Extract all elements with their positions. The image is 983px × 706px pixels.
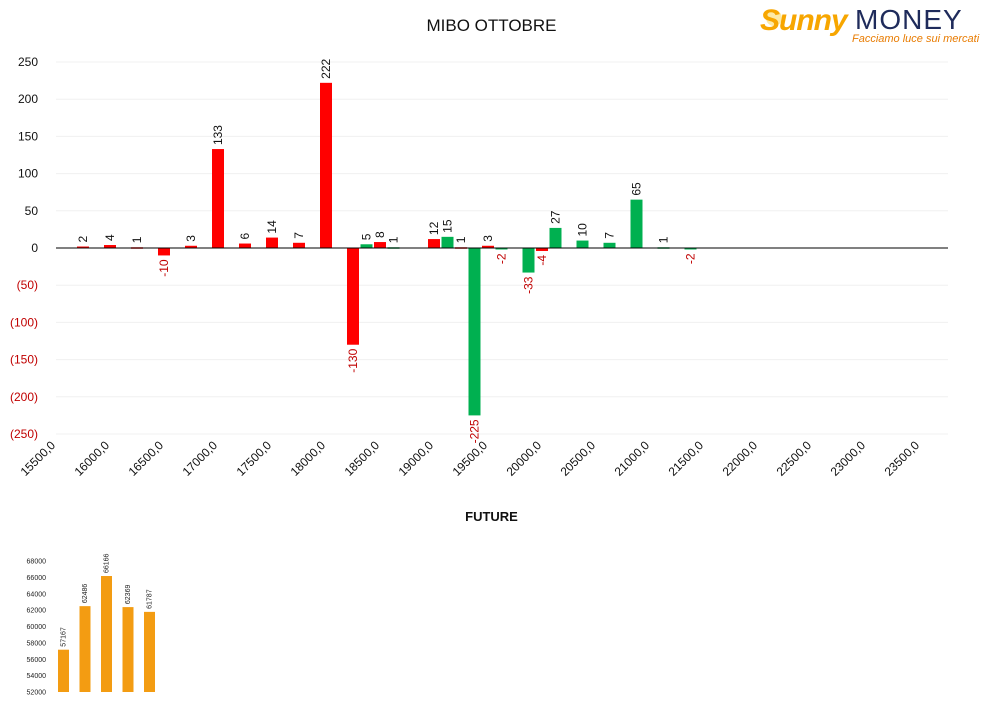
data-label: 1 [454,236,468,243]
data-label: -2 [684,253,698,264]
bar-red [185,245,197,248]
logo-brand-money: MONEY [855,4,963,35]
bar-green [576,240,589,248]
mibo-bar-chart: 250 200 150 100 50 0 (50) (100) (150) (200) (250) 2… [10,55,948,479]
logo-tagline: Facciamo luce sui mercati [852,33,980,45]
bar-red [536,248,548,251]
bar-red [239,243,251,248]
future-y-tick-label: 68000 [27,559,47,566]
data-label: -225 [468,419,482,443]
bar-red [266,237,278,248]
data-label: -2 [495,253,509,264]
data-label: 65 [630,182,644,196]
data-label: -130 [346,348,360,372]
bar-green [630,199,643,248]
future-data-label: 61787 [147,589,154,609]
bar-green [360,244,373,248]
data-label: 1 [387,236,401,243]
logo-brand: Sunny [760,4,848,37]
data-label: 2 [76,236,90,243]
data-label: 5 [360,233,374,240]
data-label: 7 [292,232,306,239]
bar-red [320,82,332,248]
data-label: -10 [157,259,171,277]
y-tick-label: 0 [31,241,38,255]
bar-green [549,227,562,248]
y-tick-label: (250) [10,427,38,441]
y-tick-label: 250 [18,55,38,69]
data-label: 15 [441,219,455,233]
data-label: 1 [657,236,671,243]
bar-red [212,149,224,248]
future-bar [144,611,155,692]
data-label: 27 [549,210,563,224]
future-bar [58,649,69,692]
future-bar [79,606,91,692]
sun-icon [766,10,782,26]
bar-green [603,242,616,248]
y-tick-label: (100) [10,315,38,329]
data-label: 8 [373,231,387,238]
data-label: 3 [481,235,495,242]
bar-green [684,248,697,250]
future-y-tick-label: 52000 [27,690,47,697]
data-label: 133 [211,125,225,145]
future-y-tick-label: 60000 [27,624,47,631]
future-data-label: 57167 [61,627,68,647]
future-data-label: 62369 [125,585,132,605]
bar-green [468,248,481,416]
data-label: 10 [576,223,590,237]
y-tick-label: 150 [18,129,38,143]
data-label: 7 [603,232,617,239]
bar-red [374,242,386,248]
data-label: 14 [265,220,279,234]
bar-green [522,248,535,273]
y-tick-label: (50) [17,278,38,292]
bar-red [347,248,359,345]
data-label: -33 [522,276,536,294]
future-y-tick-label: 56000 [27,657,47,664]
future-y-tick-label: 58000 [27,640,47,647]
bar-red [77,246,89,249]
future-y-tick-label: 66000 [27,575,47,582]
data-label: 3 [184,235,198,242]
bar-red [104,245,116,248]
sunny-money-logo: Sunny MONEY Facciamo luce sui mercati [760,4,980,50]
future-y-tick-label: 64000 [27,591,47,598]
future-data-label: 66166 [104,553,111,573]
data-label: -4 [535,255,549,266]
future-bar [122,607,134,692]
future-bar [101,576,112,692]
bar-red [293,242,305,248]
y-tick-label: 50 [25,204,39,218]
data-label: 222 [319,58,333,78]
y-tick-label: 200 [18,92,38,106]
bar-green [441,236,454,248]
future-chart-title: FUTURE [465,509,518,524]
bar-red [428,239,440,248]
chart-title: MIBO OTTOBRE [426,16,557,35]
data-label: 1 [130,236,144,243]
y-tick-label: (150) [10,353,38,367]
y-tick-label: (200) [10,390,38,404]
data-label: 4 [103,234,117,241]
bar-red [158,248,170,256]
data-label: 6 [238,233,252,240]
y-tick-label: 100 [18,167,38,181]
bar-green [495,248,508,250]
future-data-label: 62486 [82,584,89,604]
data-label: 12 [427,221,441,235]
future-y-tick-label: 54000 [27,673,47,680]
bar-red [482,245,494,248]
future-y-tick-label: 62000 [27,608,47,615]
